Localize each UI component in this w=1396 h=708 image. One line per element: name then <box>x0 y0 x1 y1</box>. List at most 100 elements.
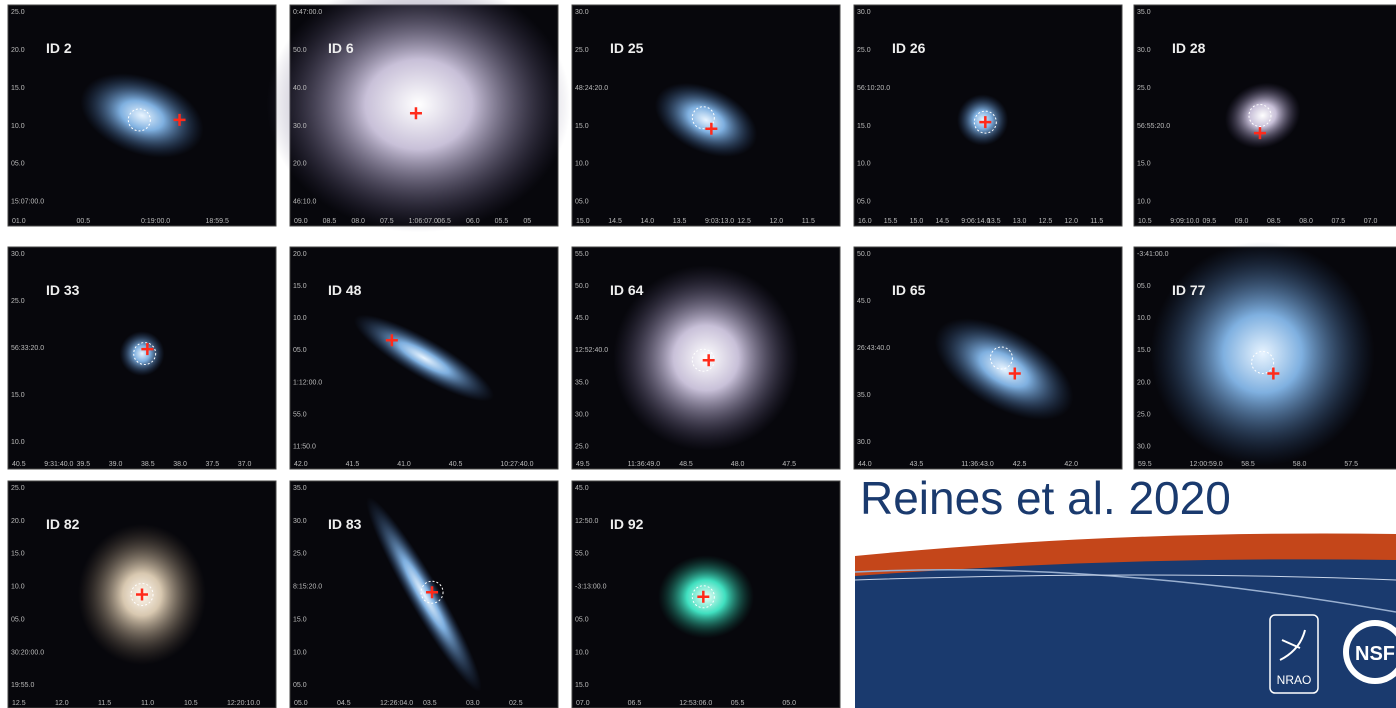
aperture-circle <box>130 583 154 606</box>
y-tick-label: 15.0 <box>1137 161 1151 168</box>
x-tick-label: 05.0 <box>294 700 308 707</box>
x-tick-label: 43.5 <box>910 461 924 468</box>
x-tick-label: 44.0 <box>858 461 872 468</box>
galaxy <box>1224 82 1301 149</box>
x-tick-label: 05.0 <box>782 700 796 707</box>
x-tick-label: 12.5 <box>737 218 751 225</box>
x-tick-label: 00.5 <box>77 218 91 225</box>
position-cross <box>385 334 398 347</box>
x-tick-label: 06.5 <box>628 700 642 707</box>
x-tick-label: 9:03:13.0 <box>705 218 734 225</box>
y-tick-label: 05.0 <box>11 161 25 168</box>
image-panel: ID 26 30.0 25.0 56:10:20.0 15.0 10.0 05.0 16.0 1… <box>853 4 1123 227</box>
galaxy <box>654 82 758 157</box>
x-tick-label: 11.0 <box>141 700 154 707</box>
aperture-circle <box>420 580 444 604</box>
y-tick-label: 15.0 <box>1137 347 1151 354</box>
y-tick-label: 56:10:20.0 <box>857 85 890 92</box>
y-tick-label: 50.0 <box>575 283 589 290</box>
x-tick-label: 13.5 <box>987 218 1001 225</box>
position-cross <box>409 107 422 120</box>
y-tick-label: 35.0 <box>1137 9 1151 16</box>
y-tick-label: 25.0 <box>11 485 25 492</box>
x-tick-label: 12:53:06.0 <box>679 700 712 707</box>
x-tick-label: 37.5 <box>206 461 220 468</box>
x-tick-label: 10.5 <box>184 700 198 707</box>
y-tick-label: 11:50.0 <box>293 443 316 450</box>
x-tick-label: 48.5 <box>679 461 693 468</box>
y-tick-label: 05.0 <box>575 199 589 206</box>
y-tick-label: 10.0 <box>293 649 307 656</box>
galaxy <box>934 318 1074 420</box>
y-tick-label: 30:20:00.0 <box>11 649 44 656</box>
x-tick-label: 12.0 <box>55 700 69 707</box>
y-tick-label: 10.0 <box>575 161 589 168</box>
image-panel: ID 64 55.0 50.0 45.0 12:52:40.0 35.0 30.0 25.0 4… <box>571 246 841 470</box>
y-tick-label: 35.0 <box>857 392 871 399</box>
y-tick-label: 20.0 <box>1137 379 1151 386</box>
y-tick-label: 40.0 <box>293 85 307 92</box>
panel-label: ID 33 <box>46 282 80 298</box>
x-tick-label: 05 <box>523 218 531 225</box>
y-tick-label: 05.0 <box>575 616 589 623</box>
image-panel: ID 48 20.0 15.0 10.0 05.0 1:12:00.0 55.0 11:50.… <box>289 246 559 470</box>
x-tick-label: 03.5 <box>423 700 437 707</box>
x-tick-label: 09.5 <box>1203 218 1217 225</box>
x-tick-label: 42.5 <box>1013 461 1027 468</box>
y-tick-label: 05.0 <box>293 347 307 354</box>
y-tick-label: 50.0 <box>293 47 307 54</box>
nrao-logo-text: NRAO <box>1277 673 1312 687</box>
x-tick-label: 12:26:04.0 <box>380 700 413 707</box>
aperture-circle <box>691 106 715 130</box>
x-tick-label: 38.0 <box>173 461 187 468</box>
x-tick-label: 41.5 <box>346 461 360 468</box>
panel-label: ID 65 <box>892 282 926 298</box>
y-tick-label: 15.0 <box>293 616 307 623</box>
x-tick-label: 05.5 <box>495 218 509 225</box>
x-tick-label: 40.5 <box>12 461 26 468</box>
x-tick-label: 9:09:10.0 <box>1170 218 1199 225</box>
panel-label: ID 28 <box>1172 40 1206 56</box>
x-tick-label: 15.0 <box>910 218 924 225</box>
x-tick-label: 12.5 <box>1039 218 1053 225</box>
x-tick-label: 12.0 <box>770 218 784 225</box>
y-tick-label: 50.0 <box>857 251 871 258</box>
position-cross <box>705 122 718 135</box>
aperture-circle <box>973 110 997 134</box>
x-tick-label: 10:27:40.0 <box>500 461 533 468</box>
panel-label: ID 25 <box>610 40 644 56</box>
y-tick-label: 56:33:20.0 <box>11 345 44 352</box>
y-tick-label: 05.0 <box>857 199 871 206</box>
x-tick-label: 57.5 <box>1344 461 1358 468</box>
banner <box>854 533 1396 708</box>
y-tick-label: 25.0 <box>11 298 25 305</box>
x-tick-label: 37.0 <box>238 461 252 468</box>
y-tick-label: 30.0 <box>293 518 307 525</box>
image-panel: ID 33 30.0 25.0 56:33:20.0 15.0 10.0 40.5 9:31:… <box>7 246 277 470</box>
y-tick-label: 30.0 <box>1137 443 1151 450</box>
y-tick-label: 05.0 <box>11 616 25 623</box>
x-tick-label: 12.0 <box>1064 218 1078 225</box>
y-tick-label: 8:15:20.0 <box>293 584 322 591</box>
galaxy <box>354 314 494 402</box>
y-tick-label: 35.0 <box>293 485 307 492</box>
position-cross <box>1008 367 1021 380</box>
x-tick-label: 39.5 <box>77 461 91 468</box>
x-tick-label: 1:06:07.0 <box>409 218 438 225</box>
galaxy <box>1150 241 1375 466</box>
image-panel: ID 2 25.0 20.0 15.0 10.0 05.0 15:07:00.0 01.0 00… <box>7 4 277 227</box>
x-tick-label: 38.5 <box>141 461 155 468</box>
y-tick-label: 30.0 <box>575 411 589 418</box>
y-tick-label: 10.0 <box>857 161 871 168</box>
x-tick-label: 13.5 <box>673 218 687 225</box>
aperture-circle <box>691 585 715 609</box>
y-tick-label: 55.0 <box>575 251 589 258</box>
aperture-circle <box>127 108 151 132</box>
y-tick-label: 15.0 <box>293 283 307 290</box>
panel-label: ID 6 <box>328 40 354 56</box>
x-tick-label: 13.0 <box>1013 218 1027 225</box>
panel-label: ID 2 <box>46 40 72 56</box>
x-tick-label: 48.0 <box>731 461 745 468</box>
position-cross <box>136 588 148 601</box>
x-tick-label: 12:00:59.0 <box>1190 461 1223 468</box>
